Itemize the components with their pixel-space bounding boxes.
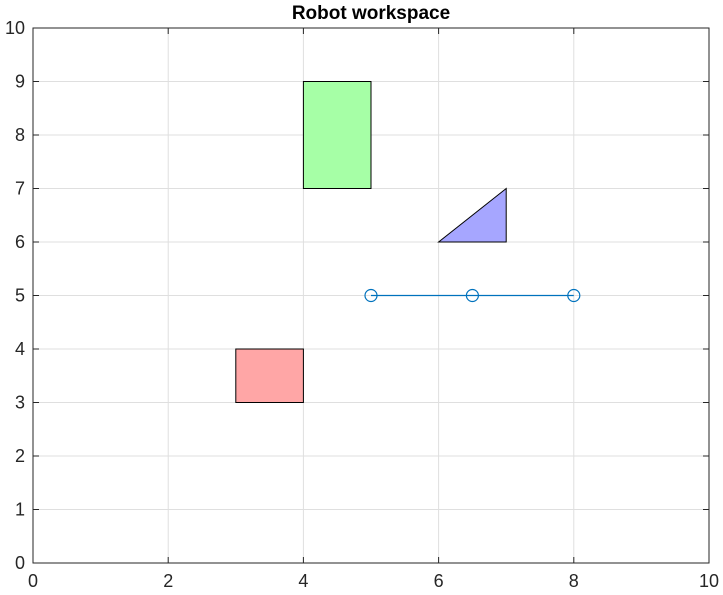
arm-joint-point-1 — [465, 288, 479, 303]
y-tick-label-9: 9 — [15, 72, 25, 92]
x-tick-label-1: 2 — [163, 571, 173, 591]
y-tick-label-3: 3 — [15, 393, 25, 413]
obstacles — [235, 81, 507, 403]
robot-arm — [364, 288, 581, 303]
obstacle-rectangle-0 — [235, 348, 304, 403]
axes — [32, 27, 710, 564]
chart-title: Robot workspace — [292, 3, 450, 24]
arm-joint-point-0 — [364, 288, 378, 303]
y-tick-label-1: 1 — [15, 500, 25, 520]
x-tick-label-2: 4 — [298, 571, 308, 591]
x-tick-label-0: 0 — [28, 571, 38, 591]
y-tick-label-5: 5 — [15, 286, 25, 306]
obstacle-triangle-2 — [437, 187, 507, 243]
y-tick-label-2: 2 — [15, 446, 25, 466]
y-tick-label-6: 6 — [15, 232, 25, 252]
y-tick-label-10: 10 — [5, 18, 25, 38]
x-tick-label-5: 10 — [699, 571, 719, 591]
x-tick-label-4: 8 — [569, 571, 579, 591]
obstacle-rectangle-1 — [302, 81, 372, 189]
x-tick-label-3: 6 — [434, 571, 444, 591]
y-tick-label-4: 4 — [15, 339, 25, 359]
y-tick-label-7: 7 — [15, 179, 25, 199]
tick-labels: 0 2 4 6 8 10 0 1 2 3 4 5 6 7 8 9 10 — [5, 18, 719, 591]
arm-joint-point-2 — [567, 288, 581, 303]
y-tick-label-8: 8 — [15, 125, 25, 145]
y-tick-label-0: 0 — [15, 553, 25, 573]
